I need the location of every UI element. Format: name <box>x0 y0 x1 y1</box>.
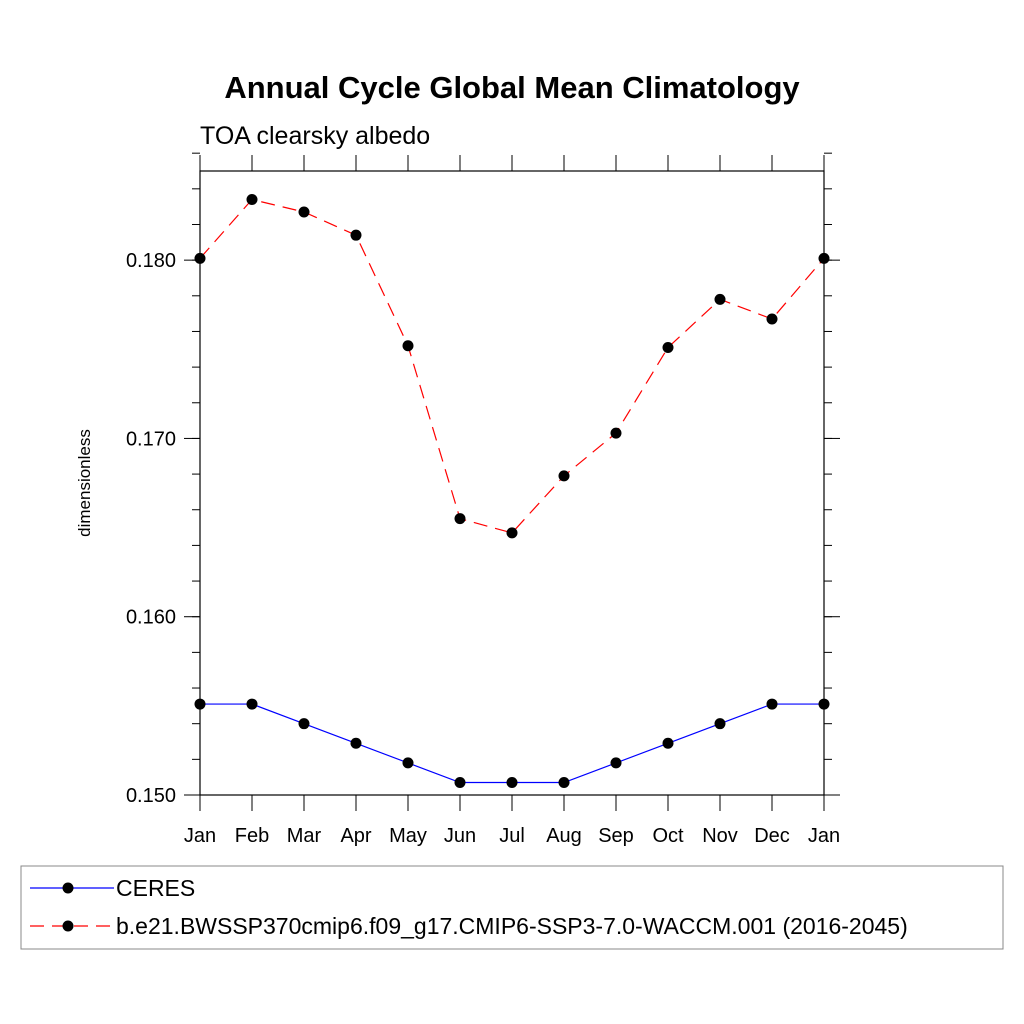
data-point <box>610 427 622 439</box>
data-point <box>558 777 570 789</box>
data-point <box>298 718 310 730</box>
y-tick-label: 0.180 <box>126 250 176 272</box>
data-point <box>506 777 518 789</box>
legend-box <box>20 865 1004 950</box>
y-axis-label: dimensionless <box>75 429 94 537</box>
x-tick-label: Aug <box>546 825 582 847</box>
data-point <box>766 313 778 325</box>
data-point <box>818 252 830 264</box>
x-tick-label: Feb <box>235 825 269 847</box>
data-point <box>194 252 206 264</box>
x-tick-label: Jul <box>499 825 525 847</box>
data-point <box>714 718 726 730</box>
y-tick-label: 0.160 <box>126 607 176 629</box>
data-point <box>402 340 414 352</box>
x-tick-label: May <box>389 825 427 847</box>
data-point <box>350 737 362 749</box>
data-point <box>298 206 310 218</box>
series-layer <box>194 194 830 789</box>
y-tick-labels: 0.150 0.160 0.170 0.180 <box>126 250 176 807</box>
x-tick-label: Jan <box>184 825 216 847</box>
x-tick-label: Sep <box>598 825 634 847</box>
chart-subtitle: TOA clearsky albedo <box>200 122 430 150</box>
data-point <box>506 527 518 539</box>
legend-label-ceres: CERES <box>116 875 195 901</box>
data-point <box>194 698 206 710</box>
legend-marker-model <box>62 920 74 932</box>
x-tick-label: Oct <box>652 825 684 847</box>
legend-label-model: b.e21.BWSSP370cmip6.f09_g17.CMIP6-SSP3-7… <box>116 913 908 939</box>
x-tick-label: Mar <box>287 825 322 847</box>
data-point <box>454 513 466 525</box>
data-point <box>610 757 622 769</box>
plot-frame <box>199 170 825 796</box>
data-point <box>558 470 570 482</box>
axis-ticks <box>184 152 840 811</box>
data-point <box>714 293 726 305</box>
data-point <box>662 342 674 354</box>
series-line <box>199 198 825 534</box>
x-tick-labels: Jan Feb Mar Apr May Jun Jul Aug Sep Oct Nov Dec Jan <box>184 825 840 847</box>
chart-title: Annual Cycle Global Mean Climatology <box>224 70 800 105</box>
x-tick-label: Dec <box>754 825 790 847</box>
data-point <box>246 194 258 206</box>
series-0 <box>194 698 830 789</box>
x-tick-label: Nov <box>702 825 738 847</box>
y-tick-label: 0.170 <box>126 428 176 450</box>
data-point <box>662 737 674 749</box>
data-point <box>766 698 778 710</box>
x-tick-label: Jan <box>808 825 840 847</box>
data-point <box>350 229 362 241</box>
data-point <box>818 698 830 710</box>
legend: CERES b.e21.BWSSP370cmip6.f09_g17.CMIP6-… <box>30 875 908 939</box>
x-tick-label: Jun <box>444 825 476 847</box>
series-line <box>200 703 824 784</box>
legend-marker-ceres <box>62 882 74 894</box>
y-tick-label: 0.150 <box>126 785 176 807</box>
data-point <box>402 757 414 769</box>
data-point <box>246 698 258 710</box>
series-1 <box>194 194 830 539</box>
data-point <box>454 777 466 789</box>
x-tick-label: Apr <box>340 825 371 847</box>
